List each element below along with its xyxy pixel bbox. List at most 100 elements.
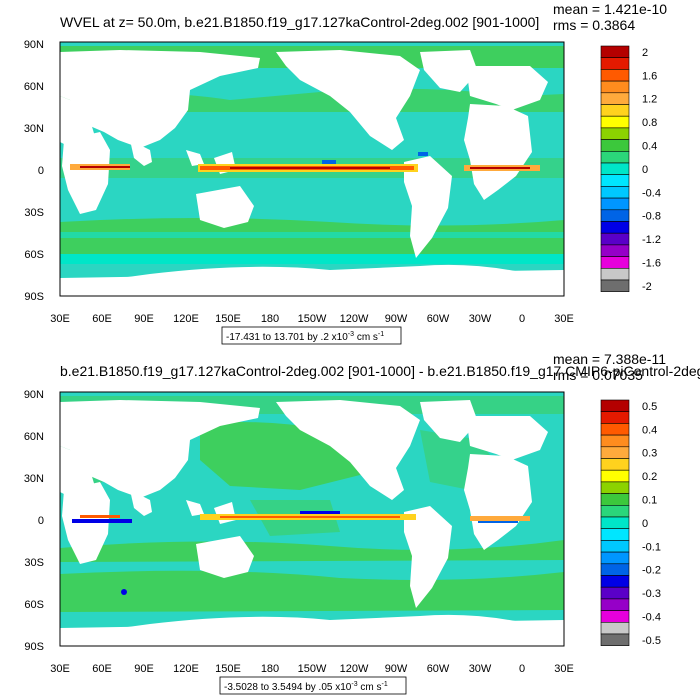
- colorbar-2-label-8: -0.3: [642, 588, 661, 600]
- colorbar-1-cell-19: [600, 267, 630, 281]
- panel-1-ytick-60n: 60N: [24, 81, 44, 93]
- panel-2-eq-blue: [300, 511, 340, 514]
- panel-1-xtick-6: 150W: [298, 313, 327, 325]
- colorbar-2-cell-8: [600, 493, 630, 506]
- colorbar-2-label-9: -0.4: [642, 612, 661, 624]
- colorbar-1-label-2: 1.2: [642, 94, 657, 106]
- panel-1-ytick-90n: 90N: [24, 39, 44, 51]
- panel-2-atl-blue: [478, 521, 518, 523]
- panel-1-mean: mean = 1.421e-10: [553, 1, 667, 17]
- colorbar-2-label-6: -0.1: [642, 541, 661, 553]
- panel-2-xtick-2: 90E: [134, 663, 154, 675]
- colorbar-2-cell-13: [600, 551, 630, 565]
- colorbar-1-cell-18: [600, 256, 630, 269]
- colorbar-1-label-5: 0: [642, 164, 648, 176]
- panel-2-atl-orange: [470, 516, 530, 521]
- panel-2-xtick-7: 120W: [340, 663, 369, 675]
- colorbar-1-cell-2: [600, 69, 630, 82]
- colorbar-2-label-2: 0.3: [642, 448, 657, 460]
- colorbar-1-cell-1: [600, 57, 630, 70]
- colorbar-2-cell-9: [600, 504, 630, 518]
- panel-1-range-box: [221, 326, 402, 345]
- colorbar-2-label-1: 0.4: [642, 424, 657, 436]
- panel-2-equatorial-band: [72, 511, 530, 595]
- panel-1-xtick-7: 120W: [340, 313, 369, 325]
- panel-1-y-ticks: 90N 60N 30N 0 30S 60S 90S: [24, 39, 44, 303]
- panel-1-south-cyan: [60, 232, 564, 238]
- panel-1-xtick-2: 90E: [134, 313, 154, 325]
- colorbar-2-cell-19: [600, 621, 630, 635]
- panel-1-xtick-0: 30E: [50, 313, 70, 325]
- panel-2-xtick-4: 150E: [215, 663, 241, 675]
- colorbar-2-cell-4: [600, 446, 630, 459]
- panel-2-range-box: [219, 676, 407, 695]
- panel-2-xtick-3: 120E: [173, 663, 199, 675]
- panel-2-land: [60, 400, 564, 646]
- panel-1-ytick-90s: 90S: [24, 291, 44, 303]
- colorbar-1-cell-4: [600, 92, 630, 105]
- panel-1-xtick-9: 60W: [427, 313, 450, 325]
- panel-2-xtick-10: 30W: [469, 663, 492, 675]
- panel-1-xtick-1: 60E: [92, 313, 112, 325]
- colorbar-1-cell-11: [600, 174, 630, 187]
- panel-2-ytick-90n: 90N: [24, 389, 44, 401]
- colorbar-2-cell-17: [600, 598, 630, 611]
- panel-2-ytick-0: 0: [38, 515, 44, 527]
- panel-1-xtick-11: 0: [519, 313, 525, 325]
- panel-2-ytick-60s: 60S: [24, 599, 44, 611]
- colorbar-2-cell-2: [600, 423, 630, 436]
- colorbar-2-cell-5: [600, 458, 630, 471]
- colorbar-2-cell-18: [600, 610, 630, 623]
- panel-1-xtick-4: 150E: [215, 313, 241, 325]
- panel-2-xtick-9: 60W: [427, 663, 450, 675]
- panel-2-ind-blue: [72, 519, 132, 523]
- panel-1-equatorial-band: [70, 152, 540, 172]
- colorbar-1-cell-10: [600, 162, 630, 175]
- panel-2-xtick-6: 150W: [298, 663, 327, 675]
- panel-1-blue-spot-2: [418, 152, 428, 156]
- panel-1-xtick-10: 30W: [469, 313, 492, 325]
- panel-2-eq-orange: [220, 516, 400, 518]
- panel-1-range-text: -17.431 to 13.701 by .2 x10-3 cm s-1: [226, 331, 384, 343]
- colorbar-2-cell-20: [600, 633, 630, 646]
- panel-2-xtick-5: 180: [261, 663, 279, 675]
- colorbar-1-cell-7: [600, 127, 630, 140]
- colorbar-1-label-1: 1.6: [642, 70, 657, 82]
- colorbar-1-cell-9: [600, 151, 630, 164]
- panel-1-atl-red: [470, 167, 530, 169]
- panel-1-xtick-5: 180: [261, 313, 279, 325]
- colorbar-1-label-7: -0.8: [642, 211, 661, 223]
- colorbar-1-cell-12: [600, 186, 630, 199]
- panel-2-xtick-1: 60E: [92, 663, 112, 675]
- panel-1-south-band: [60, 218, 564, 262]
- panel-1-land: [60, 50, 564, 296]
- panel-2-mean: mean = 7.388e-11: [553, 351, 666, 367]
- panel-1-eq-red: [230, 167, 390, 169]
- panel-1-map: [60, 42, 564, 296]
- panel-2-colorbar: 0.5 0.4 0.3 0.2 0.1 0 -0.1 -0.2 -0.3 -0.4 -0.5: [600, 399, 661, 647]
- panel-2-south-band-2: [60, 570, 564, 612]
- panel-2-title: b.e21.B1850.f19_g17.127kaControl-2deg.00…: [60, 363, 700, 379]
- colorbar-2-cell-0: [600, 399, 630, 412]
- panel-2-xtick-11: 0: [519, 663, 525, 675]
- colorbar-1-cell-5: [600, 104, 630, 117]
- panel-1-xtick-12: 30E: [554, 313, 574, 325]
- colorbar-1-cell-6: [600, 115, 630, 129]
- colorbar-1-cell-8: [600, 139, 630, 152]
- panel-1-x-ticks: 30E 60E 90E 120E 150E 180 150W 120W 90W …: [50, 313, 574, 325]
- panel-2-blue-spot: [121, 589, 127, 595]
- panel-2-frame: [59, 391, 565, 647]
- colorbar-1-cell-14: [600, 209, 630, 222]
- panel-1-frame: [59, 41, 565, 297]
- panel-1-rms: rms = 0.3864: [553, 17, 635, 33]
- panel-1-xtick-8: 90W: [385, 313, 408, 325]
- panel-1-blue-spot: [322, 160, 336, 164]
- colorbar-2-cell-11: [600, 528, 630, 541]
- panel-1-title: WVEL at z= 50.0m, b.e21.B1850.f19_g17.12…: [60, 14, 539, 30]
- panel-2-ytick-60n: 60N: [24, 431, 44, 443]
- panel-2-ind-orange: [80, 515, 120, 518]
- colorbar-2-cell-12: [600, 540, 630, 553]
- colorbar-2-label-3: 0.2: [642, 471, 657, 483]
- panel-2: mean = 7.388e-11 b.e21.B1850.f19_g17.127…: [24, 351, 700, 695]
